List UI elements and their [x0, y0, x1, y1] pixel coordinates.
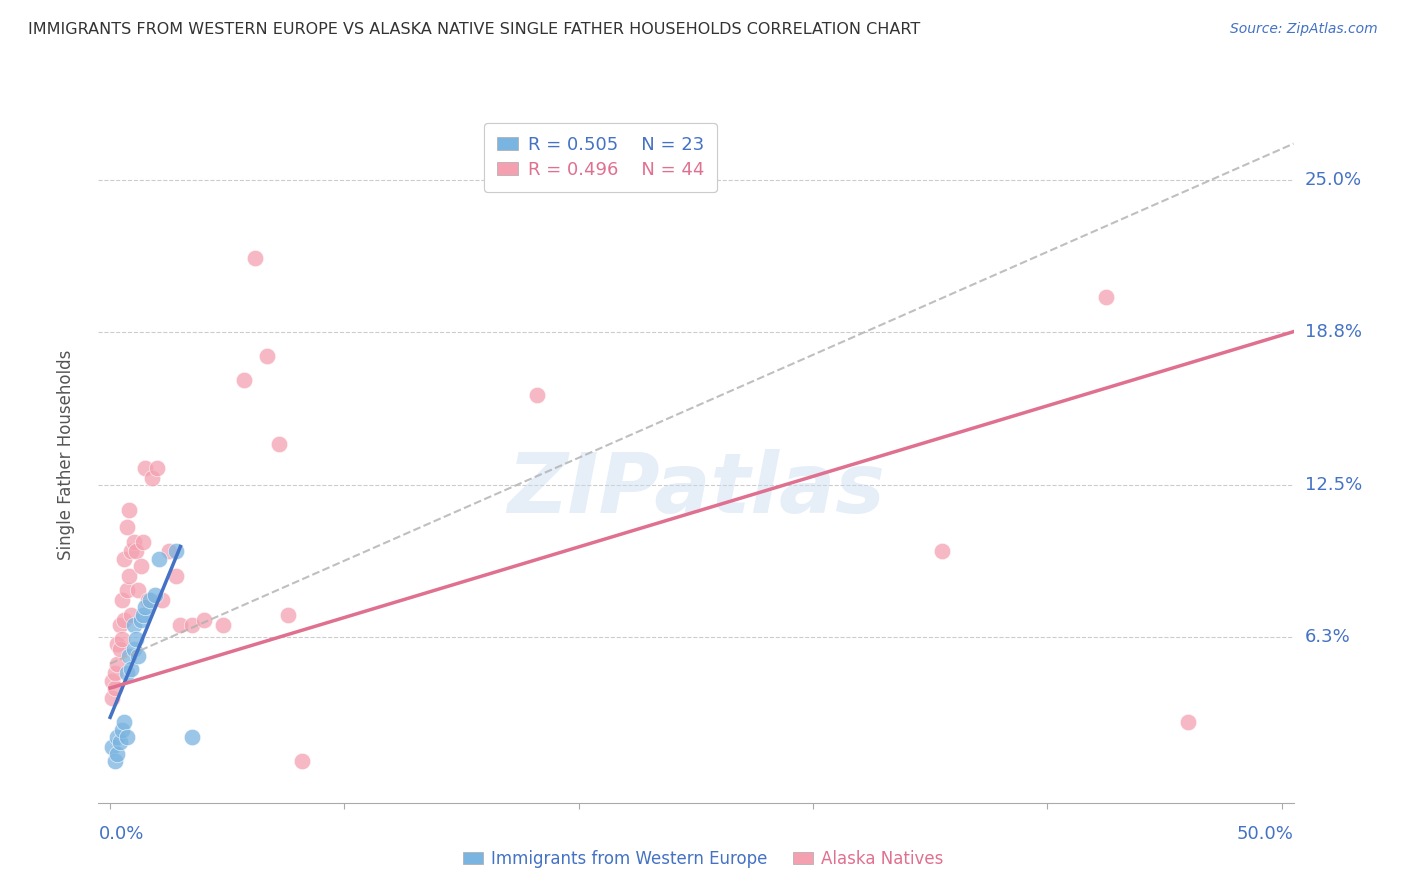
Point — [245, 252, 267, 266]
Y-axis label: Single Father Households: Single Father Households — [56, 350, 75, 560]
Point — [132, 534, 155, 549]
Point — [118, 568, 141, 582]
Point — [104, 754, 127, 768]
Point — [115, 583, 138, 598]
Text: IMMIGRANTS FROM WESTERN EUROPE VS ALASKA NATIVE SINGLE FATHER HOUSEHOLDS CORRELA: IMMIGRANTS FROM WESTERN EUROPE VS ALASKA… — [28, 22, 921, 37]
Point — [105, 637, 128, 651]
Point — [104, 666, 127, 681]
Point — [211, 617, 233, 632]
Text: 12.5%: 12.5% — [1305, 476, 1362, 494]
Point — [132, 607, 155, 622]
Point — [193, 613, 215, 627]
Point — [122, 534, 145, 549]
Point — [181, 730, 204, 744]
Point — [165, 544, 187, 558]
Text: 25.0%: 25.0% — [1305, 171, 1362, 189]
Point — [129, 613, 152, 627]
Point — [169, 617, 191, 632]
Point — [1095, 290, 1118, 304]
Point — [111, 723, 134, 737]
Point — [111, 593, 134, 607]
Point — [267, 437, 290, 451]
Point — [118, 649, 141, 664]
Point — [165, 568, 187, 582]
Text: ZIPatlas: ZIPatlas — [508, 450, 884, 530]
Point — [526, 388, 548, 402]
Point — [105, 730, 128, 744]
Point — [129, 559, 152, 574]
Legend: Immigrants from Western Europe, Alaska Natives: Immigrants from Western Europe, Alaska N… — [456, 844, 950, 875]
Point — [105, 657, 128, 671]
Point — [120, 544, 142, 558]
Point — [112, 551, 135, 566]
Point — [127, 649, 149, 664]
Legend: R = 0.505    N = 23, R = 0.496    N = 44: R = 0.505 N = 23, R = 0.496 N = 44 — [484, 123, 717, 192]
Point — [101, 739, 124, 754]
Point — [105, 747, 128, 761]
Point — [136, 593, 159, 607]
Point — [111, 632, 134, 647]
Point — [120, 607, 142, 622]
Point — [141, 471, 163, 485]
Point — [125, 544, 148, 558]
Point — [134, 461, 156, 475]
Point — [115, 730, 138, 744]
Point — [139, 593, 162, 607]
Point — [112, 613, 135, 627]
Point — [146, 461, 169, 475]
Text: 50.0%: 50.0% — [1237, 825, 1294, 843]
Text: 6.3%: 6.3% — [1305, 628, 1350, 646]
Point — [134, 600, 156, 615]
Point — [108, 642, 131, 657]
Point — [125, 632, 148, 647]
Point — [115, 666, 138, 681]
Point — [143, 588, 166, 602]
Point — [232, 374, 254, 388]
Point — [1177, 715, 1199, 730]
Point — [101, 673, 124, 688]
Point — [256, 349, 278, 363]
Point — [291, 754, 314, 768]
Point — [148, 551, 170, 566]
Point — [115, 520, 138, 534]
Point — [104, 681, 127, 695]
Point — [931, 544, 953, 558]
Text: 0.0%: 0.0% — [98, 825, 143, 843]
Point — [101, 690, 124, 705]
Point — [122, 642, 145, 657]
Point — [127, 583, 149, 598]
Point — [122, 617, 145, 632]
Point — [120, 661, 142, 675]
Point — [112, 715, 135, 730]
Point — [150, 593, 173, 607]
Text: Source: ZipAtlas.com: Source: ZipAtlas.com — [1230, 22, 1378, 37]
Point — [118, 503, 141, 517]
Point — [108, 735, 131, 749]
Point — [181, 617, 204, 632]
Text: 18.8%: 18.8% — [1305, 323, 1361, 341]
Point — [157, 544, 180, 558]
Point — [108, 617, 131, 632]
Point — [277, 607, 299, 622]
